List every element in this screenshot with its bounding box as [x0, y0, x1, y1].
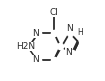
Text: N: N — [32, 55, 38, 64]
Text: N: N — [65, 48, 72, 57]
Text: Cl: Cl — [50, 8, 58, 17]
Text: H2N: H2N — [16, 42, 36, 51]
Text: H: H — [77, 28, 83, 37]
Text: N: N — [66, 24, 73, 33]
Text: N: N — [32, 29, 38, 38]
